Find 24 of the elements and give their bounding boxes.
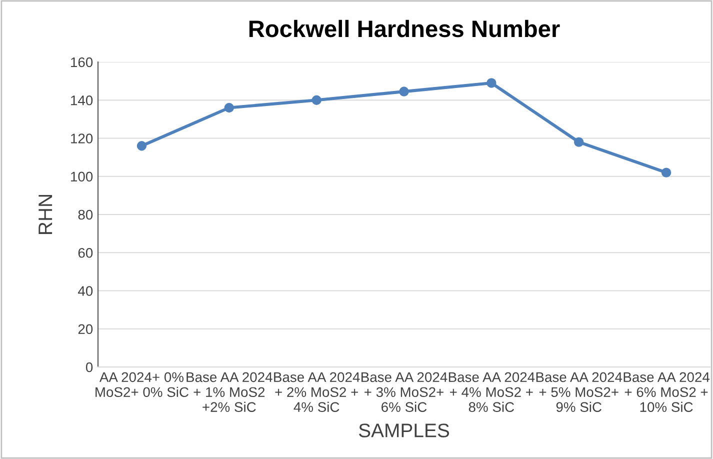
chart-title: Rockwell Hardness Number (249, 20, 560, 38)
y-tick-label: 140 (71, 95, 93, 106)
y-tick-label: 160 (71, 57, 93, 68)
x-tick-label: Base AA 2024 + 2% MoS2 + 4% SiC (274, 372, 360, 412)
y-tick-label: 80 (78, 210, 93, 220)
y-tick-label: 100 (71, 172, 93, 182)
point (224, 102, 234, 113)
y-axis-title: RHN (38, 195, 52, 234)
x-tick-label: Base AA 2024 + 3% MoS2+ 6% SiC (362, 372, 448, 412)
point (661, 168, 672, 178)
y-tick-label: 20 (78, 324, 93, 334)
y-tick-label: 60 (78, 248, 93, 258)
x-tick-label: Base AA 2024 + 5% MoS2+ 9% SiC (536, 372, 622, 412)
point (574, 137, 584, 147)
x-tick-label: Base AA 2024 + 4% MoS2 + 8% SiC (448, 372, 535, 412)
x-axis-title: SAMPLES (358, 424, 450, 438)
y-tick-label: 120 (71, 134, 93, 144)
point (486, 78, 496, 88)
point (399, 86, 409, 96)
point (312, 95, 322, 105)
y-tick-label: 40 (78, 286, 93, 296)
x-tick-label: Base AA 2024 + 6% MoS2 + 10% SiC (624, 372, 710, 412)
y-tick-label: 0 (86, 362, 93, 372)
point (136, 141, 147, 151)
